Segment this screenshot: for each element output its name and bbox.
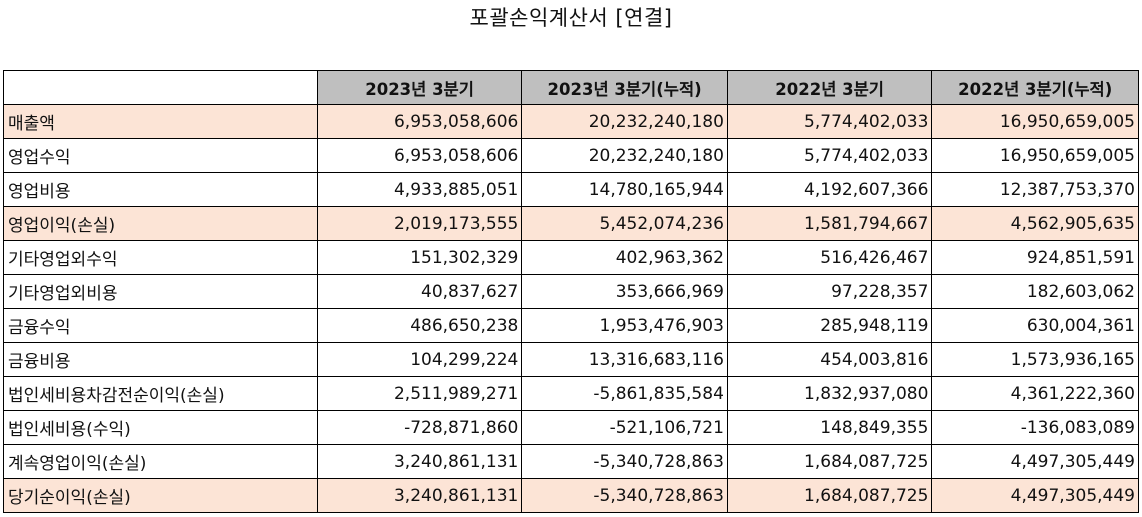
table-row: 금융수익 486,650,238 1,953,476,903 285,948,119 6… [3,308,1139,343]
row-value: 1,573,936,165 [931,342,1139,377]
row-value: 148,849,355 [726,410,933,445]
table-row: 법인세비용(수익) -728,871,860 -521,106,721 148,849… [3,410,1139,445]
row-value: 5,774,402,033 [726,138,933,173]
row-value: 16,950,659,005 [931,138,1139,173]
row-label: 기타영업외비용 [3,274,318,309]
row-value: 6,953,058,606 [316,138,523,173]
statement-body: 매출액 6,953,058,606 20,232,240,180 5,774,402,… [3,104,1139,513]
row-value: 3,240,861,131 [316,444,523,479]
header-row: 2023년 3분기 2023년 3분기(누적) 2022년 3분기 2022년 … [3,70,1139,105]
row-value: 2,019,173,555 [316,206,523,241]
row-value: 5,774,402,033 [726,104,933,139]
row-value: 13,316,683,116 [521,342,728,377]
statement-title: 포괄손익계산서 [연결] [469,6,673,30]
row-value: 3,240,861,131 [316,478,523,513]
row-value: 454,003,816 [726,342,933,377]
row-label: 계속영업이익(손실) [3,444,318,479]
row-value: -728,871,860 [316,410,523,445]
row-value: 285,948,119 [726,308,933,343]
row-value: 1,832,937,080 [726,376,933,411]
row-value: 486,650,238 [316,308,523,343]
row-value: -5,340,728,863 [521,444,728,479]
row-value: 4,497,305,449 [931,478,1139,513]
row-value: 12,387,753,370 [931,172,1139,207]
header-cell-2022-q3: 2022년 3분기 [726,70,933,105]
row-value: 182,603,062 [931,274,1139,309]
table-row: 금융비용 104,299,224 13,316,683,116 454,003,816… [3,342,1139,377]
row-value: -5,861,835,584 [521,376,728,411]
row-value: 14,780,165,944 [521,172,728,207]
table-row: 법인세비용차감전순이익(손실) 2,511,989,271 -5,861,835,5… [3,376,1139,411]
row-label: 매출액 [3,104,318,139]
row-value: 6,953,058,606 [316,104,523,139]
row-value: 151,302,329 [316,240,523,275]
row-label: 법인세비용(수익) [3,410,318,445]
row-label: 기타영업외수익 [3,240,318,275]
row-value: -136,083,089 [931,410,1139,445]
income-statement-table: 2023년 3분기 2023년 3분기(누적) 2022년 3분기 2022년 … [3,70,1139,513]
header-cell-2023-q3-cumulative: 2023년 3분기(누적) [521,70,728,105]
row-value: 4,933,885,051 [316,172,523,207]
row-value: 4,192,607,366 [726,172,933,207]
table-row: 매출액 6,953,058,606 20,232,240,180 5,774,402,… [3,104,1139,139]
row-value: 20,232,240,180 [521,104,728,139]
row-value: 1,953,476,903 [521,308,728,343]
row-value: 104,299,224 [316,342,523,377]
row-label: 법인세비용차감전순이익(손실) [3,376,318,411]
row-label: 영업수익 [3,138,318,173]
row-value: 40,837,627 [316,274,523,309]
row-label: 영업비용 [3,172,318,207]
row-value: 20,232,240,180 [521,138,728,173]
table-row: 기타영업외수익 151,302,329 402,963,362 516,426,467… [3,240,1139,275]
row-value: 4,497,305,449 [931,444,1139,479]
row-value: 630,004,361 [931,308,1139,343]
row-value: 4,361,222,360 [931,376,1139,411]
row-value: 353,666,969 [521,274,728,309]
row-value: -521,106,721 [521,410,728,445]
row-label: 금융비용 [3,342,318,377]
row-label: 영업이익(손실) [3,206,318,241]
row-value: 1,581,794,667 [726,206,933,241]
table-row: 계속영업이익(손실) 3,240,861,131 -5,340,728,863 1,6… [3,444,1139,479]
row-value: 4,562,905,635 [931,206,1139,241]
table-row: 기타영업외비용 40,837,627 353,666,969 97,228,357 18… [3,274,1139,309]
table-row: 영업이익(손실) 2,019,173,555 5,452,074,236 1,581,… [3,206,1139,241]
row-label: 당기순이익(손실) [3,478,318,513]
row-value: 5,452,074,236 [521,206,728,241]
row-value: 516,426,467 [726,240,933,275]
row-value: 402,963,362 [521,240,728,275]
header-cell-2022-q3-cumulative: 2022년 3분기(누적) [931,70,1139,105]
row-value: 16,950,659,005 [931,104,1139,139]
row-value: 1,684,087,725 [726,478,933,513]
table-row: 당기순이익(손실) 3,240,861,131 -5,340,728,863 1,68… [3,478,1139,513]
table-row: 영업비용 4,933,885,051 14,780,165,944 4,192,607… [3,172,1139,207]
row-value: 924,851,591 [931,240,1139,275]
header-cell-2023-q3: 2023년 3분기 [316,70,523,105]
row-value: 97,228,357 [726,274,933,309]
row-value: -5,340,728,863 [521,478,728,513]
row-label: 금융수익 [3,308,318,343]
table-row: 영업수익 6,953,058,606 20,232,240,180 5,774,402… [3,138,1139,173]
header-cell-blank [3,70,318,105]
row-value: 2,511,989,271 [316,376,523,411]
row-value: 1,684,087,725 [726,444,933,479]
